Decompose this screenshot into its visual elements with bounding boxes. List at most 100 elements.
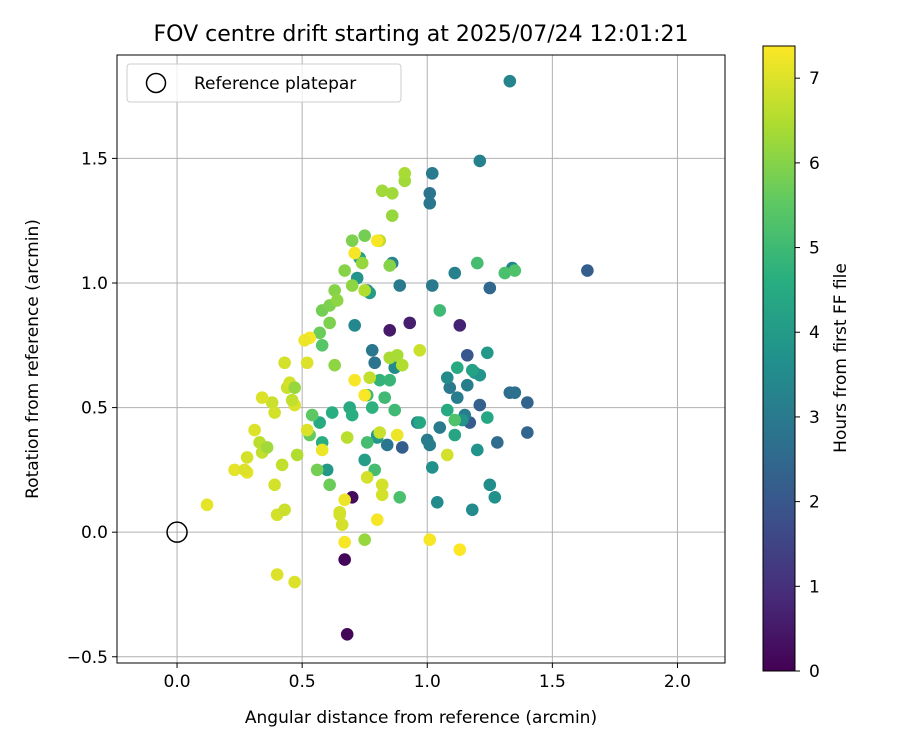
data-point — [430, 495, 444, 509]
x-tick-label: 1.5 — [539, 672, 566, 692]
data-point — [483, 281, 497, 295]
data-point — [265, 396, 279, 409]
data-point — [335, 518, 349, 532]
data-point — [278, 356, 291, 370]
data-point — [488, 490, 502, 504]
data-point — [270, 568, 284, 581]
data-point — [373, 373, 387, 387]
data-point — [423, 533, 437, 546]
data-point — [448, 413, 462, 427]
data-point — [355, 256, 369, 270]
data-point — [450, 361, 464, 375]
data-point — [425, 461, 439, 474]
data-point — [368, 356, 382, 370]
data-point — [383, 259, 397, 272]
data-point — [440, 371, 454, 384]
data-point — [340, 628, 354, 641]
data-point — [340, 431, 354, 444]
data-point — [521, 396, 534, 409]
x-tick-label: 1.0 — [414, 672, 441, 692]
data-point — [440, 403, 454, 417]
data-point — [470, 443, 484, 457]
colorbar-tick-label: 5 — [809, 239, 820, 259]
plot-frame — [116, 54, 726, 664]
data-point — [423, 438, 437, 452]
data-point — [375, 184, 389, 198]
data-point — [315, 338, 329, 352]
y-tick-label: −0.5 — [67, 648, 108, 668]
data-point — [288, 575, 301, 589]
data-point — [313, 326, 326, 340]
data-point — [328, 358, 341, 372]
data-point — [345, 234, 359, 247]
legend-label: Reference platepar — [194, 74, 356, 94]
data-point — [413, 343, 427, 357]
data-point — [298, 334, 311, 347]
data-point — [345, 279, 359, 292]
data-point — [378, 391, 392, 404]
colorbar-tick-label: 4 — [809, 323, 820, 343]
data-point — [310, 463, 324, 477]
data-point — [380, 438, 394, 452]
data-point — [503, 74, 517, 88]
chart-title: FOV centre drift starting at 2025/07/24 … — [154, 22, 689, 47]
data-point — [385, 209, 399, 223]
data-point — [470, 256, 484, 270]
data-point — [348, 246, 361, 260]
data-point — [268, 406, 281, 419]
data-points — [166, 74, 594, 641]
data-point — [375, 488, 389, 502]
colorbar-tick-label: 3 — [809, 408, 820, 428]
data-point — [358, 284, 372, 297]
data-point — [393, 490, 407, 504]
legend-marker-hollow-circle — [145, 72, 167, 94]
data-point — [433, 304, 447, 317]
data-point — [465, 503, 479, 517]
data-point — [390, 428, 404, 442]
data-point — [323, 316, 336, 330]
data-point — [338, 493, 351, 507]
data-point — [473, 398, 487, 412]
data-point — [508, 264, 522, 277]
data-point — [425, 167, 439, 180]
legend-box — [126, 63, 402, 103]
colorbar-tick-label: 7 — [809, 69, 820, 89]
data-point — [373, 426, 387, 439]
data-point — [398, 167, 412, 180]
data-point — [383, 373, 397, 387]
x-axis-ticks: 0.0 0.5 1.0 1.5 2.0 — [164, 663, 691, 692]
data-point — [358, 453, 372, 467]
data-point — [395, 441, 409, 454]
data-point — [315, 443, 329, 457]
data-point — [473, 154, 487, 168]
y-axis-ticks: −0.5 0.0 0.5 1.0 1.5 — [67, 149, 117, 668]
data-point — [440, 448, 454, 462]
data-point — [363, 371, 377, 384]
grid-lines — [117, 55, 725, 663]
x-tick-label: 0.0 — [164, 672, 191, 692]
data-point — [365, 343, 379, 357]
data-point — [200, 498, 214, 512]
data-point — [460, 348, 474, 362]
data-point — [393, 279, 407, 292]
data-point — [240, 451, 254, 464]
x-axis-label: Angular distance from reference (arcmin) — [245, 708, 597, 728]
data-point — [481, 411, 494, 424]
legend: Reference platepar — [126, 63, 402, 103]
data-point — [325, 406, 339, 419]
colorbar-gradient — [762, 45, 796, 672]
data-point — [278, 503, 291, 517]
data-point — [433, 421, 447, 434]
data-point — [248, 423, 261, 437]
y-tick-label: 0.0 — [81, 523, 108, 543]
data-point — [385, 186, 399, 200]
data-point — [348, 373, 361, 387]
data-point — [358, 388, 372, 402]
data-point — [453, 543, 467, 556]
data-point — [365, 401, 379, 414]
data-point — [383, 324, 397, 337]
data-point — [423, 196, 437, 210]
data-point — [453, 319, 467, 332]
data-point — [333, 508, 346, 522]
